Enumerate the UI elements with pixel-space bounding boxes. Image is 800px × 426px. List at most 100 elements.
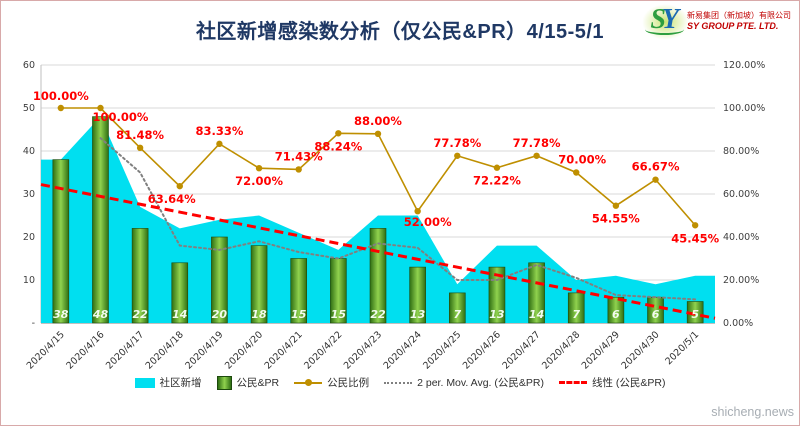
legend-item-moving-avg: 2 per. Mov. Avg. (公民&PR) [384, 375, 544, 390]
svg-text:60.00%: 60.00% [723, 189, 759, 200]
legend-label: 公民比例 [327, 377, 370, 389]
svg-text:50: 50 [23, 103, 35, 114]
svg-text:2020/4/20: 2020/4/20 [223, 329, 265, 371]
svg-text:2020/4/27: 2020/4/27 [500, 329, 542, 371]
chart-title: 社区新增感染数分析（仅公民&PR）4/15-5/1 [195, 21, 605, 43]
legend-label: 线性 (公民&PR) [591, 377, 666, 389]
moving-average-line [99, 137, 697, 301]
svg-text:13: 13 [410, 308, 426, 321]
svg-text:15: 15 [331, 308, 347, 321]
legend-label: 公民&PR [236, 377, 280, 389]
svg-text:77.78%: 77.78% [433, 136, 481, 150]
svg-text:2020/4/17: 2020/4/17 [104, 329, 146, 371]
svg-text:2020/5/1: 2020/5/1 [663, 329, 701, 367]
svg-text:2020/4/22: 2020/4/22 [302, 329, 344, 371]
svg-text:80.00%: 80.00% [723, 146, 759, 157]
legend-item-citizens-pr: 公民&PR [216, 375, 280, 390]
linear-trend-line [40, 183, 716, 320]
svg-text:100.00%: 100.00% [93, 110, 149, 124]
svg-text:88.24%: 88.24% [314, 139, 362, 153]
svg-text:6: 6 [612, 308, 620, 321]
company-name-en: SY GROUP PTE. LTD. [687, 21, 779, 32]
svg-text:2020/4/23: 2020/4/23 [342, 329, 384, 371]
dotted-line-swatch [384, 381, 413, 384]
svg-text:0.00%: 0.00% [723, 318, 753, 329]
svg-text:100.00%: 100.00% [723, 103, 765, 114]
svg-text:52.00%: 52.00% [404, 215, 452, 229]
ratio-line-series [57, 104, 699, 229]
svg-text:18: 18 [251, 308, 267, 321]
svg-text:5: 5 [691, 308, 699, 321]
svg-text:81.48%: 81.48% [116, 128, 164, 142]
svg-text:15: 15 [291, 308, 307, 321]
svg-text:20.00%: 20.00% [723, 275, 759, 286]
ratio-percent-labels: 100.00% 100.00% 81.48% 63.64% 83.33% 72.00% 71… [33, 89, 720, 245]
company-name-cn: 新易集团（新加坡）有限公司 [687, 10, 791, 20]
svg-text:7: 7 [572, 308, 580, 321]
area-series-community-new [41, 116, 715, 323]
dashed-line-swatch [558, 381, 587, 384]
svg-text:22: 22 [132, 308, 148, 321]
svg-text:72.22%: 72.22% [473, 174, 521, 188]
svg-text:71.43%: 71.43% [275, 149, 323, 163]
legend-item-community-new: 社区新增 [134, 375, 202, 390]
svg-text:38: 38 [53, 308, 69, 321]
svg-text:6: 6 [652, 308, 660, 321]
svg-text:45.45%: 45.45% [671, 231, 719, 245]
svg-text:40: 40 [23, 146, 35, 157]
area-swatch [134, 377, 155, 388]
svg-text:2020/4/28: 2020/4/28 [540, 329, 582, 371]
svg-text:120.00%: 120.00% [723, 60, 765, 71]
svg-text:2020/4/19: 2020/4/19 [183, 329, 225, 371]
chart-header: 社区新增感染数分析（仅公民&PR）4/15-5/1 SY 新易集团（新加坡）有限… [1, 1, 799, 53]
bar-swatch [216, 375, 232, 390]
svg-text:2020/4/18: 2020/4/18 [144, 329, 186, 371]
logo-text: 新易集团（新加坡）有限公司 SY GROUP PTE. LTD. [687, 11, 791, 33]
svg-text:13: 13 [489, 308, 505, 321]
svg-text:2020/4/15: 2020/4/15 [25, 329, 67, 371]
svg-text:54.55%: 54.55% [592, 212, 640, 226]
bar-value-labels: 38 48 22 14 20 18 15 15 22 13 7 13 14 7 6 6 5 [53, 308, 699, 321]
svg-text:2020/4/24: 2020/4/24 [382, 329, 424, 371]
svg-text:88.00%: 88.00% [354, 114, 402, 128]
svg-text:66.67%: 66.67% [632, 160, 680, 174]
chart-legend: 社区新增 公民&PR 公民比例 2 per. Mov. Avg. (公民&PR)… [1, 375, 799, 390]
logo-letter-y: Y [661, 4, 679, 35]
svg-text:2020/4/29: 2020/4/29 [580, 329, 622, 371]
svg-text:2020/4/26: 2020/4/26 [461, 329, 503, 371]
combo-chart: 60 120.00%50 100.00%40 80.00%30 60.00%20 40.0… [23, 60, 765, 372]
svg-text:2020/4/21: 2020/4/21 [263, 329, 305, 371]
svg-text:14: 14 [529, 308, 544, 321]
svg-text:7: 7 [453, 308, 461, 321]
svg-text:30: 30 [23, 189, 35, 200]
legend-item-citizen-ratio: 公民比例 [294, 375, 369, 390]
svg-text:20: 20 [23, 232, 35, 243]
line-dot-swatch [294, 378, 323, 387]
svg-text:2020/4/25: 2020/4/25 [421, 329, 463, 371]
bar-series-citizens-pr [52, 116, 704, 324]
svg-text:70.00%: 70.00% [558, 153, 606, 167]
svg-text:20: 20 [212, 308, 228, 321]
svg-text:10: 10 [23, 275, 35, 286]
svg-text:100.00%: 100.00% [33, 89, 89, 103]
svg-text:2020/4/16: 2020/4/16 [64, 329, 106, 371]
svg-text:63.64%: 63.64% [148, 192, 196, 206]
svg-text:40.00%: 40.00% [723, 232, 759, 243]
svg-text:60: 60 [23, 60, 35, 71]
legend-label: 2 per. Mov. Avg. (公民&PR) [417, 377, 544, 389]
company-logo: SY 新易集团（新加坡）有限公司 SY GROUP PTE. LTD. [642, 4, 791, 40]
svg-text:-: - [32, 318, 35, 329]
legend-item-linear-trend: 线性 (公民&PR) [558, 375, 666, 390]
svg-text:14: 14 [172, 308, 187, 321]
svg-text:22: 22 [370, 308, 386, 321]
watermark: shicheng.news [711, 405, 794, 419]
svg-text:72.00%: 72.00% [235, 174, 283, 188]
svg-text:77.78%: 77.78% [513, 136, 561, 150]
date-axis-labels: 2020/4/152020/4/162020/4/172020/4/182020… [25, 329, 702, 371]
legend-label: 社区新增 [159, 377, 202, 389]
sy-logo-icon: SY [642, 4, 689, 40]
svg-text:48: 48 [92, 308, 109, 321]
svg-text:2020/4/30: 2020/4/30 [619, 329, 661, 371]
svg-text:83.33%: 83.33% [195, 124, 243, 138]
